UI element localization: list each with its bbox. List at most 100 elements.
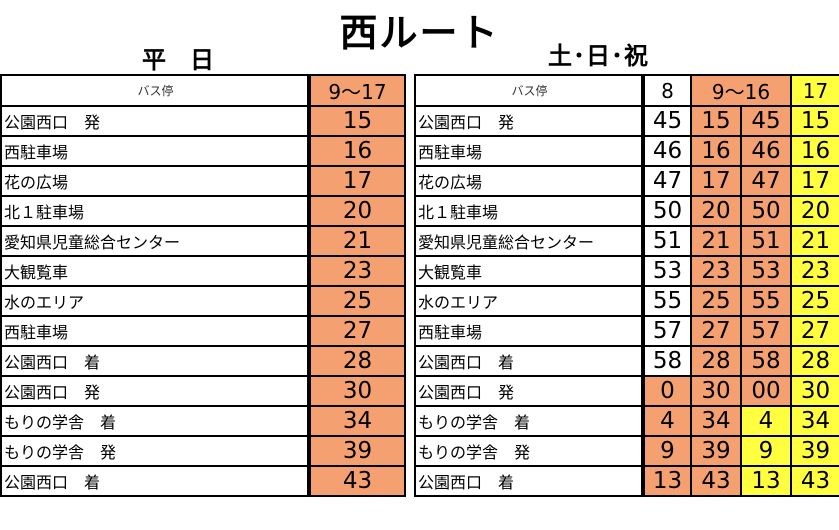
departure-minute: 39: [307, 435, 406, 467]
stop-column-header: バス停: [414, 74, 644, 107]
departure-minute: 28: [790, 345, 839, 377]
departure-minute: 23: [790, 255, 839, 287]
bus-stop-name: 公園西口 発: [0, 105, 310, 137]
bus-stop-name: もりの学舎 着: [0, 405, 310, 437]
departure-minute: 30: [690, 375, 742, 407]
bus-stop-name: もりの学舎 発: [414, 435, 644, 467]
weekday-timetable: バス停 9～17 公園西口 発 15 西駐車場 16 花の広場 17 北１駐車場 20 愛知県児童総…: [0, 74, 406, 497]
departure-minute: 21: [307, 225, 406, 257]
departure-minute: 27: [790, 315, 839, 347]
table-row: もりの学舎 着 34: [0, 405, 406, 437]
bus-stop-name: 公園西口 着: [0, 345, 310, 377]
table-row: 花の広場 17: [0, 165, 406, 197]
table-row: 公園西口 着 13 43 13 43: [414, 465, 839, 497]
table-row: 公園西口 着 43: [0, 465, 406, 497]
departure-minute: 27: [690, 315, 742, 347]
departure-minute: 4: [641, 405, 692, 437]
table-row: 公園西口 発 30: [0, 375, 406, 407]
departure-minute: 39: [690, 435, 742, 467]
bus-stop-name: 西駐車場: [0, 315, 310, 347]
departure-minute: 20: [690, 195, 742, 227]
departure-minute: 17: [307, 165, 406, 197]
bus-stop-name: 公園西口 着: [414, 465, 644, 497]
table-row: もりの学舎 着 4 34 4 34: [414, 405, 839, 437]
departure-minute: 53: [641, 255, 692, 287]
departure-minute: 55: [641, 285, 692, 317]
bus-stop-name: 大観覧車: [414, 255, 644, 287]
departure-minute: 30: [307, 375, 406, 407]
departure-minute: 9: [740, 435, 792, 467]
departure-minute: 46: [641, 135, 692, 167]
stop-column-header: バス停: [0, 74, 310, 107]
route-title: 西ルート: [339, 11, 500, 55]
departure-minute: 16: [307, 135, 406, 167]
holiday-timetable: バス停 8 9～16 17 公園西口 発 45 15 45 15 西駐車場 46 16 46 16 花の広場…: [414, 74, 839, 497]
departure-minute: 15: [790, 105, 839, 137]
departure-minute: 21: [790, 225, 839, 257]
departure-minute: 30: [790, 375, 839, 407]
departure-minute: 20: [790, 195, 839, 227]
departure-minute: 25: [790, 285, 839, 317]
departure-minute: 28: [690, 345, 742, 377]
departure-minute: 28: [307, 345, 406, 377]
departure-minute: 45: [641, 105, 692, 137]
departure-minute: 4: [740, 405, 792, 437]
table-row: もりの学舎 発 39: [0, 435, 406, 467]
table-row: 公園西口 着 28: [0, 345, 406, 377]
departure-minute: 51: [641, 225, 692, 257]
bus-stop-name: 公園西口 発: [414, 375, 644, 407]
departure-minute: 16: [790, 135, 839, 167]
hour-column-header: 9～16: [690, 74, 792, 107]
bus-stop-name: 花の広場: [0, 165, 310, 197]
bus-stop-name: 愛知県児童総合センター: [0, 225, 310, 257]
departure-minute: 16: [690, 135, 742, 167]
departure-minute: 58: [740, 345, 792, 377]
holiday-label: 土･日･祝: [548, 42, 649, 70]
departure-minute: 23: [690, 255, 742, 287]
bus-stop-name: 公園西口 発: [414, 105, 644, 137]
departure-minute: 27: [307, 315, 406, 347]
bus-stop-name: 西駐車場: [414, 135, 644, 167]
table-row: 大観覧車 53 23 53 23: [414, 255, 839, 287]
bus-stop-name: 公園西口 発: [0, 375, 310, 407]
table-row: 西駐車場 16: [0, 135, 406, 167]
departure-minute: 55: [740, 285, 792, 317]
bus-stop-name: 公園西口 着: [0, 465, 310, 497]
table-row: 公園西口 発 0 30 00 30: [414, 375, 839, 407]
departure-minute: 21: [690, 225, 742, 257]
hour-column-header: 9～17: [307, 74, 406, 107]
departure-minute: 43: [790, 465, 839, 497]
table-row: 公園西口 着 58 28 58 28: [414, 345, 839, 377]
departure-minute: 51: [740, 225, 792, 257]
departure-minute: 25: [690, 285, 742, 317]
holiday-header-row: バス停 8 9～16 17: [414, 74, 839, 107]
table-row: 水のエリア 25: [0, 285, 406, 317]
departure-minute: 13: [641, 465, 692, 497]
departure-minute: 17: [790, 165, 839, 197]
departure-minute: 57: [740, 315, 792, 347]
table-row: 花の広場 47 17 47 17: [414, 165, 839, 197]
table-row: 愛知県児童総合センター 51 21 51 21: [414, 225, 839, 257]
bus-stop-name: 水のエリア: [414, 285, 644, 317]
bus-stop-name: 北１駐車場: [0, 195, 310, 227]
hour-column-header: 8: [641, 74, 692, 107]
departure-minute: 20: [307, 195, 406, 227]
bus-stop-name: もりの学舎 発: [0, 435, 310, 467]
departure-minute: 0: [641, 375, 692, 407]
table-row: 水のエリア 55 25 55 25: [414, 285, 839, 317]
departure-minute: 34: [690, 405, 742, 437]
departure-minute: 43: [307, 465, 406, 497]
bus-stop-name: 水のエリア: [0, 285, 310, 317]
table-row: もりの学舎 発 9 39 9 39: [414, 435, 839, 467]
bus-stop-name: 西駐車場: [0, 135, 310, 167]
bus-stop-name: 大観覧車: [0, 255, 310, 287]
table-row: 公園西口 発 15: [0, 105, 406, 137]
departure-minute: 13: [740, 465, 792, 497]
departure-minute: 47: [740, 165, 792, 197]
table-row: 公園西口 発 45 15 45 15: [414, 105, 839, 137]
bus-stop-name: 北１駐車場: [414, 195, 644, 227]
departure-minute: 15: [307, 105, 406, 137]
table-row: 愛知県児童総合センター 21: [0, 225, 406, 257]
departure-minute: 58: [641, 345, 692, 377]
departure-minute: 25: [307, 285, 406, 317]
